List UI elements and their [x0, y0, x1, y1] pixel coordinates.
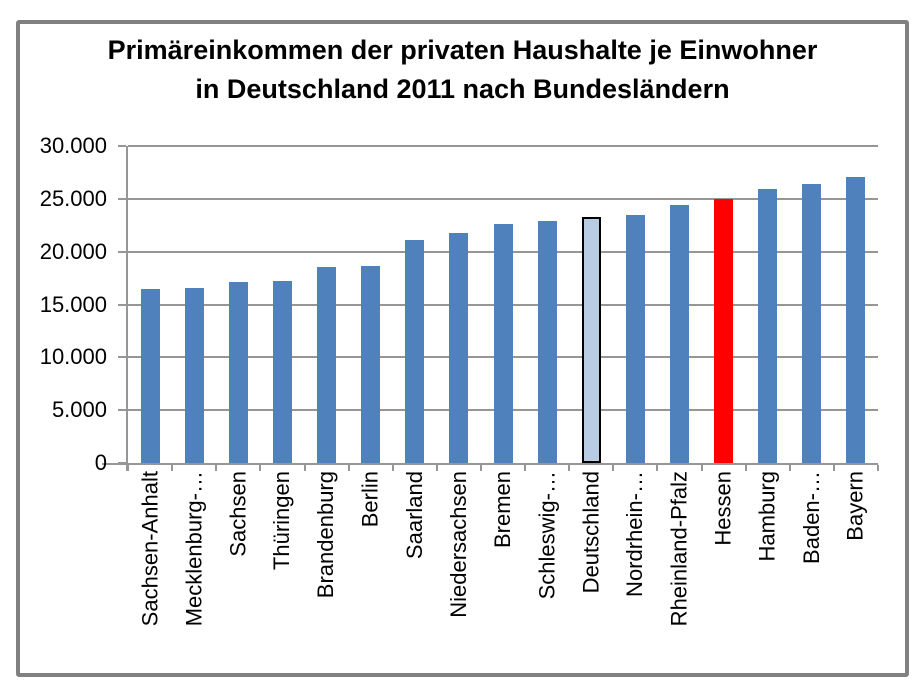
x-axis-tick: [656, 465, 659, 471]
bar-baden: [802, 184, 822, 463]
x-axis-tick: [391, 465, 394, 471]
x-axis-tick: [127, 465, 129, 471]
y-tick-label: 15.000: [39, 291, 107, 317]
x-axis-tick: [347, 465, 350, 471]
x-axis-tick: [303, 465, 306, 471]
bar-nordrhein: [625, 215, 645, 463]
x-axis-tick: [435, 465, 438, 471]
x-axis-tick: [700, 465, 703, 471]
x-axis-line: [102, 463, 878, 465]
gridline: [128, 145, 878, 147]
x-tick-label: Niedersachsen: [445, 471, 471, 618]
x-axis-tick: [171, 465, 174, 471]
x-tick-label: Bremen: [490, 471, 515, 549]
y-tick-label: 25.000: [39, 185, 107, 211]
x-axis-tick: [568, 465, 571, 471]
chart-title: Primäreinkommen der privaten Haushalte j…: [20, 31, 905, 109]
bar-rheinland-pfalz: [670, 205, 689, 463]
bar-sachsen: [228, 282, 248, 463]
y-axis-tick: [118, 409, 126, 412]
bar-saarland: [405, 240, 425, 463]
bar-hamburg: [758, 189, 778, 463]
gridline: [128, 197, 878, 200]
y-axis-tick: [118, 356, 126, 359]
x-axis-tick: [259, 465, 262, 471]
x-tick-label: Hessen: [710, 471, 736, 546]
bar-sachsen-anhalt: [140, 289, 160, 463]
x-axis-tick: [744, 465, 747, 471]
bar-berlin: [361, 266, 381, 463]
x-tick-label: Sachsen-Anhalt: [137, 471, 163, 627]
x-tick-label: Berlin: [357, 471, 383, 528]
bar-bremen: [493, 224, 513, 463]
x-tick-label: Bayern: [842, 471, 868, 541]
x-tick-label: Deutschland: [578, 471, 604, 594]
x-tick-label: Sachsen: [225, 471, 251, 557]
y-tick-label: 10.000: [39, 344, 107, 370]
x-axis-tick: [612, 465, 615, 471]
y-axis-line: [126, 146, 128, 471]
x-tick-label: Brandenburg: [313, 471, 339, 599]
y-tick-label: 5.000: [51, 397, 107, 423]
y-axis-tick: [118, 145, 126, 147]
bar-hessen: [714, 199, 734, 463]
bar-schleswig: [537, 221, 557, 463]
y-tick-label: 0: [94, 450, 107, 475]
bar-th-ringen: [272, 281, 292, 463]
bar-mecklenburg: [184, 288, 204, 463]
y-axis-tick: [118, 303, 126, 306]
x-tick-label: Mecklenburg-…: [181, 471, 207, 627]
bar-niedersachsen: [449, 233, 469, 463]
y-axis-tick: [118, 250, 126, 253]
x-axis-tick: [877, 465, 879, 471]
chart-frame: Primäreinkommen der privaten Haushalte j…: [16, 20, 909, 677]
x-axis-tick: [788, 465, 791, 471]
x-axis-tick: [479, 465, 482, 471]
bar-brandenburg: [317, 267, 336, 463]
x-tick-label: Thüringen: [269, 471, 295, 571]
x-tick-label: Nordrhein-…: [622, 471, 648, 597]
chart-title-line-1: Primäreinkommen der privaten Haushalte j…: [107, 35, 818, 65]
x-tick-label: Hamburg: [754, 471, 780, 562]
x-tick-label: Rheinland-Pfalz: [666, 471, 692, 627]
y-tick-label: 30.000: [39, 133, 107, 158]
x-axis-tick: [215, 465, 218, 471]
x-axis-tick: [524, 465, 527, 471]
x-tick-label: Saarland: [401, 471, 427, 560]
bar-deutschland: [581, 217, 601, 463]
y-tick-label: 20.000: [39, 238, 107, 264]
bar-bayern: [846, 177, 866, 463]
y-axis-tick: [118, 197, 126, 200]
x-axis-tick: [832, 465, 835, 471]
chart-title-line-2: in Deutschland 2011 nach Bundesländern: [195, 74, 730, 104]
y-axis-tick: [118, 462, 126, 464]
x-tick-label: Baden-…: [798, 471, 824, 564]
x-tick-label: Schleswig-…: [534, 471, 560, 600]
